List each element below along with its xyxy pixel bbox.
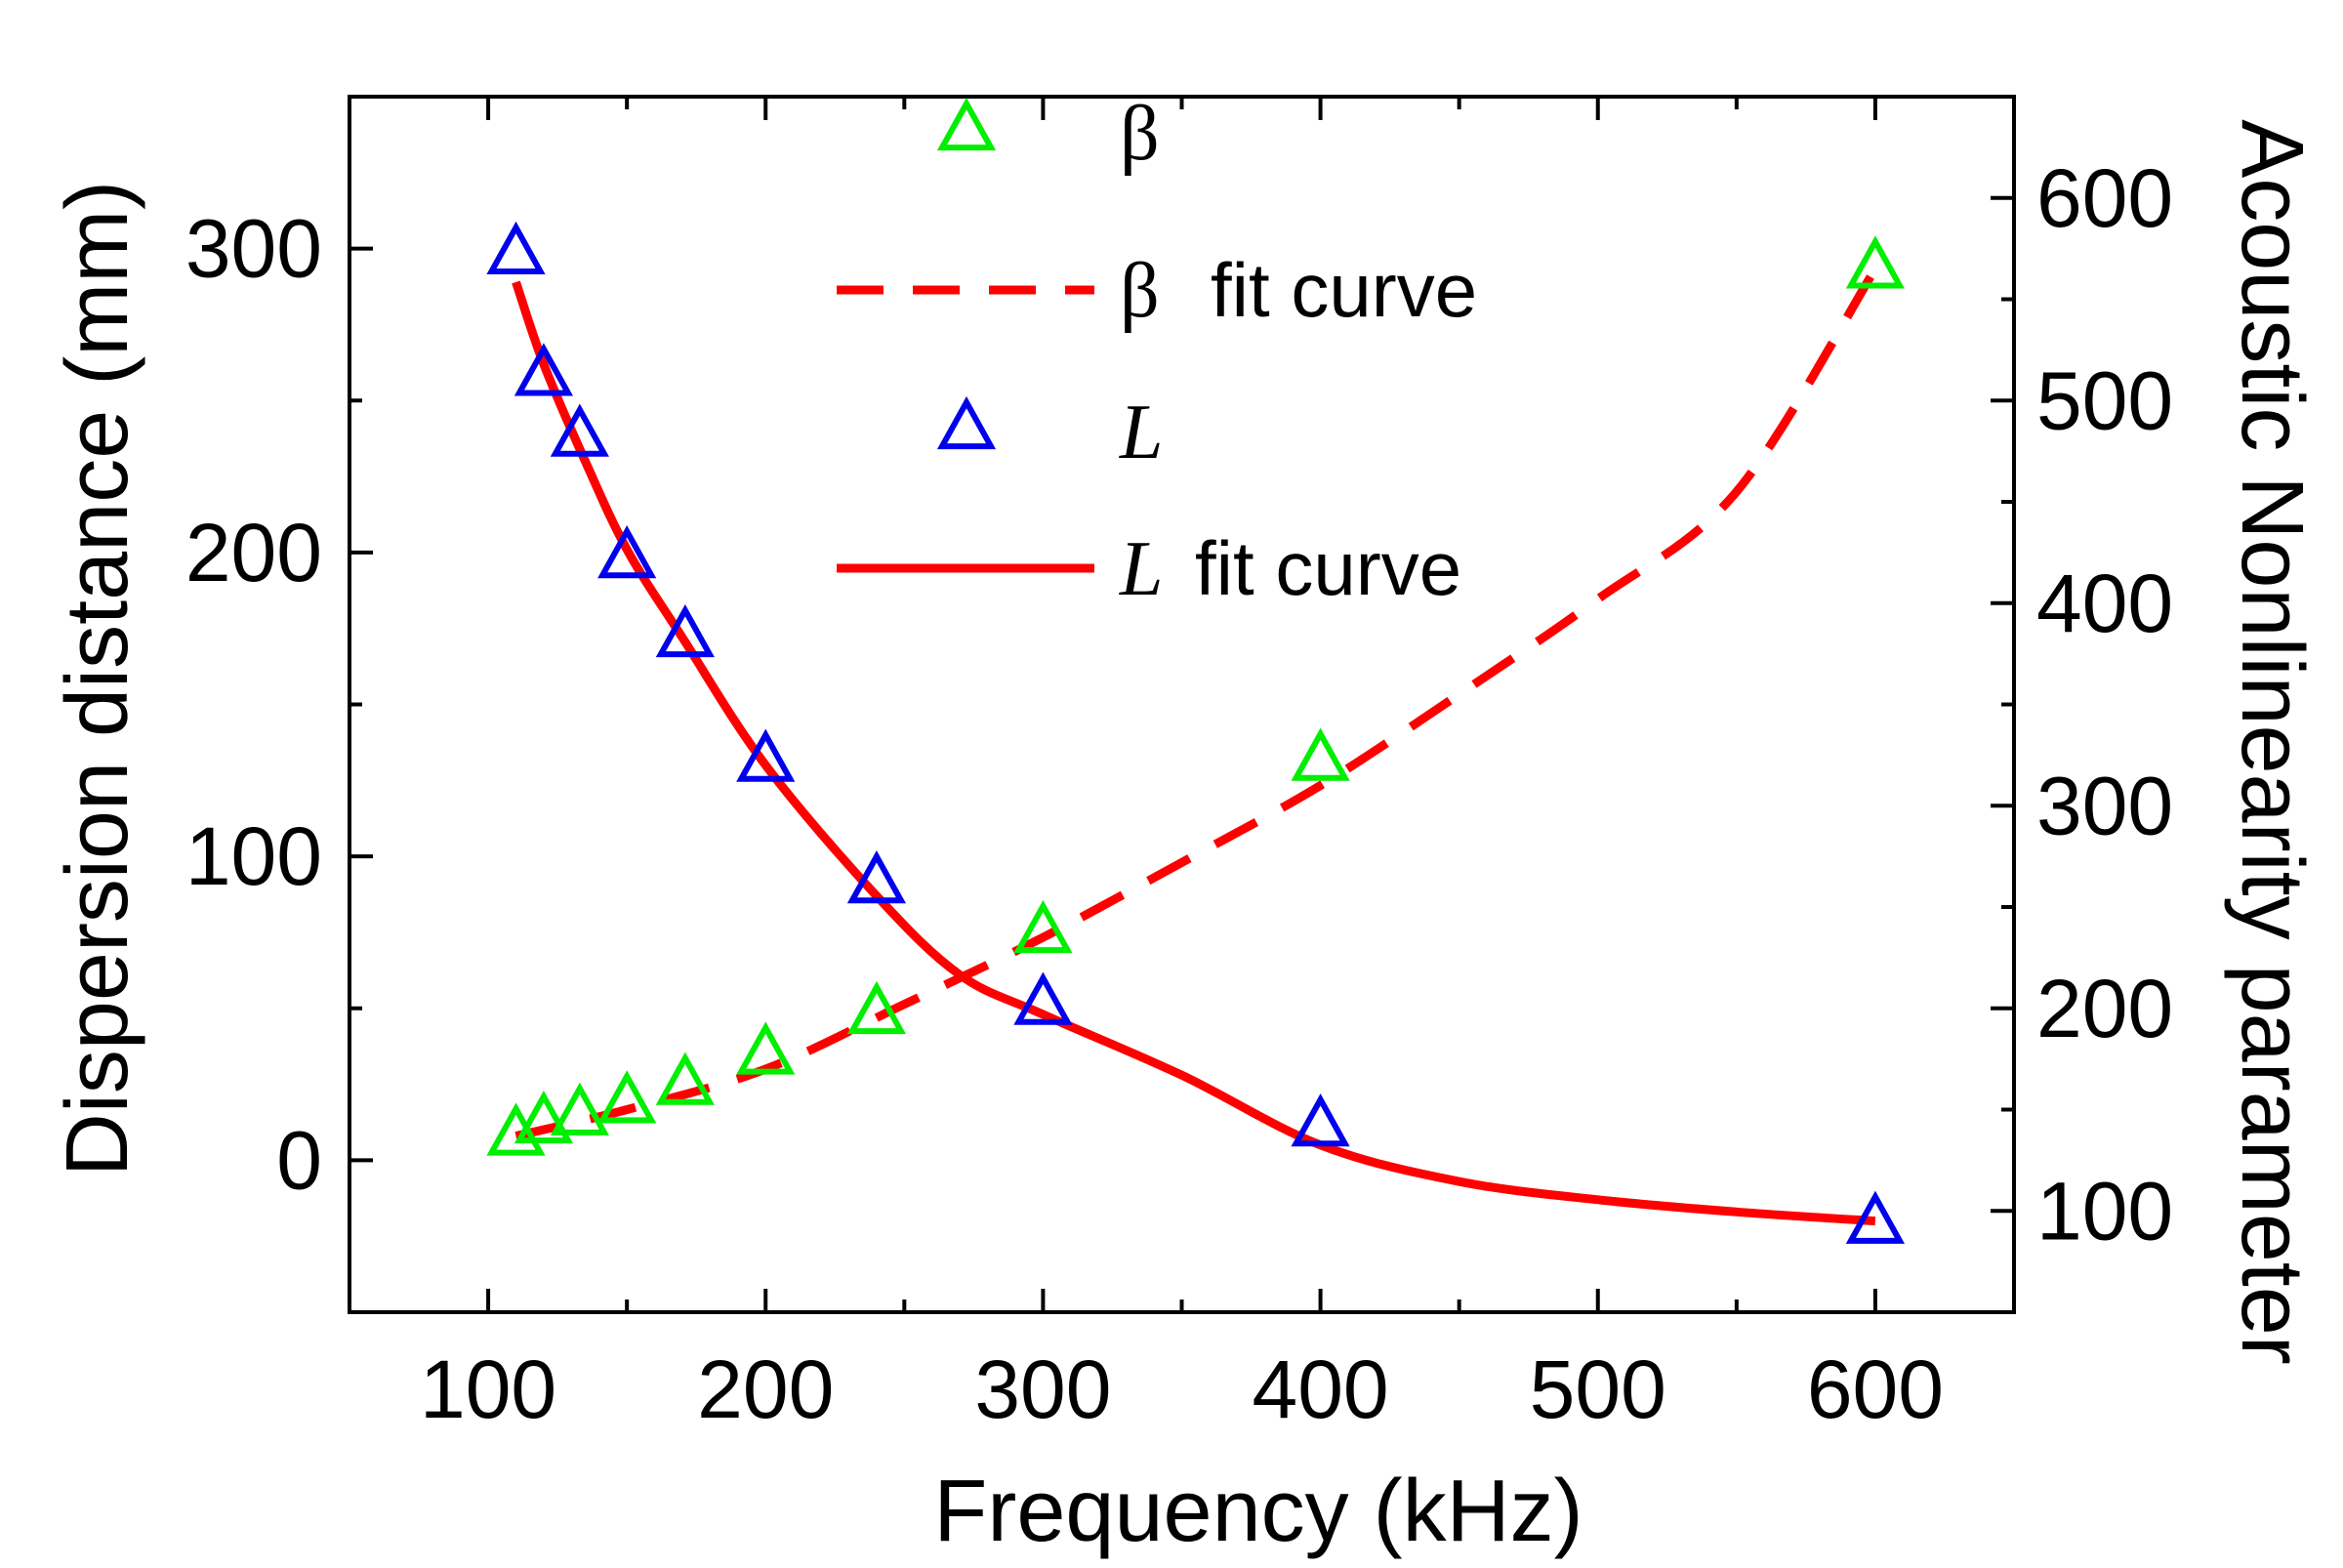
- legend-label: fit curve: [1211, 247, 1477, 333]
- y-tick-label: 200: [185, 507, 322, 598]
- legend-item: β: [936, 91, 1160, 177]
- x-tick-label: 400: [1253, 1343, 1389, 1435]
- legend-symbol: β: [1120, 91, 1160, 177]
- l-point: [736, 728, 796, 782]
- y2-tick-label: 200: [2036, 963, 2173, 1054]
- legend-symbol: β: [1120, 248, 1160, 334]
- l-point: [655, 603, 715, 658]
- beta-point: [550, 1082, 609, 1135]
- beta-point: [1291, 727, 1350, 781]
- l-point: [514, 343, 574, 396]
- series-layer: [486, 221, 1906, 1244]
- legend-symbol: L: [1119, 526, 1164, 612]
- beta-point: [1845, 235, 1906, 289]
- legend-marker: [936, 97, 997, 151]
- y2-tick-label: 100: [2036, 1165, 2173, 1257]
- beta-point: [736, 1021, 796, 1075]
- l-point: [846, 850, 907, 904]
- legend-marker: [936, 395, 997, 450]
- y-axis-left-title: Dispersion distance (mm): [49, 181, 146, 1176]
- l-markers: [486, 221, 1906, 1244]
- x-axis: 100 200 300 400 500 600: [348, 97, 2016, 1435]
- l-point: [550, 403, 609, 457]
- y2-tick-label: 500: [2036, 354, 2173, 446]
- beta-markers: [486, 235, 1906, 1156]
- beta-point: [514, 1090, 574, 1144]
- l-point: [1845, 1190, 1906, 1244]
- legend-symbol: L: [1119, 390, 1164, 475]
- y-tick-label: 100: [185, 810, 322, 902]
- x-tick-label: 100: [420, 1343, 556, 1435]
- y-tick-label: 0: [276, 1114, 322, 1206]
- y2-tick-label: 400: [2036, 557, 2173, 649]
- l-point: [597, 525, 657, 579]
- x-tick-label: 300: [974, 1343, 1111, 1435]
- beta-point: [597, 1070, 657, 1124]
- y2-tick-label: 300: [2036, 760, 2173, 851]
- legend-label: fit curve: [1195, 525, 1461, 611]
- y-axis-right: 100 200 300 400 500 600: [1991, 95, 2173, 1314]
- l-fit-curve-line: [512, 280, 1876, 1226]
- l-point: [1013, 971, 1073, 1025]
- x-tick-label: 200: [697, 1343, 834, 1435]
- legend-item: β fit curve: [837, 247, 1477, 334]
- y-tick-label: 300: [185, 203, 322, 295]
- y-axis-right-title: Acoustic Nonlinearity parameter: [2223, 119, 2321, 1365]
- x-tick-label: 500: [1530, 1343, 1666, 1435]
- beta-point: [1013, 899, 1073, 954]
- x-tick-label: 600: [1807, 1343, 1944, 1435]
- beta-point: [486, 1102, 546, 1156]
- y2-tick-label: 600: [2036, 152, 2173, 244]
- l-point: [486, 221, 546, 274]
- legend-item: L: [936, 390, 1164, 475]
- beta-point: [655, 1052, 715, 1105]
- x-axis-title: Frequency (kHz): [933, 1463, 1583, 1560]
- l-point: [1291, 1093, 1350, 1147]
- y-axis-left: 0 100 200 300: [185, 95, 373, 1314]
- beta-point: [846, 980, 907, 1035]
